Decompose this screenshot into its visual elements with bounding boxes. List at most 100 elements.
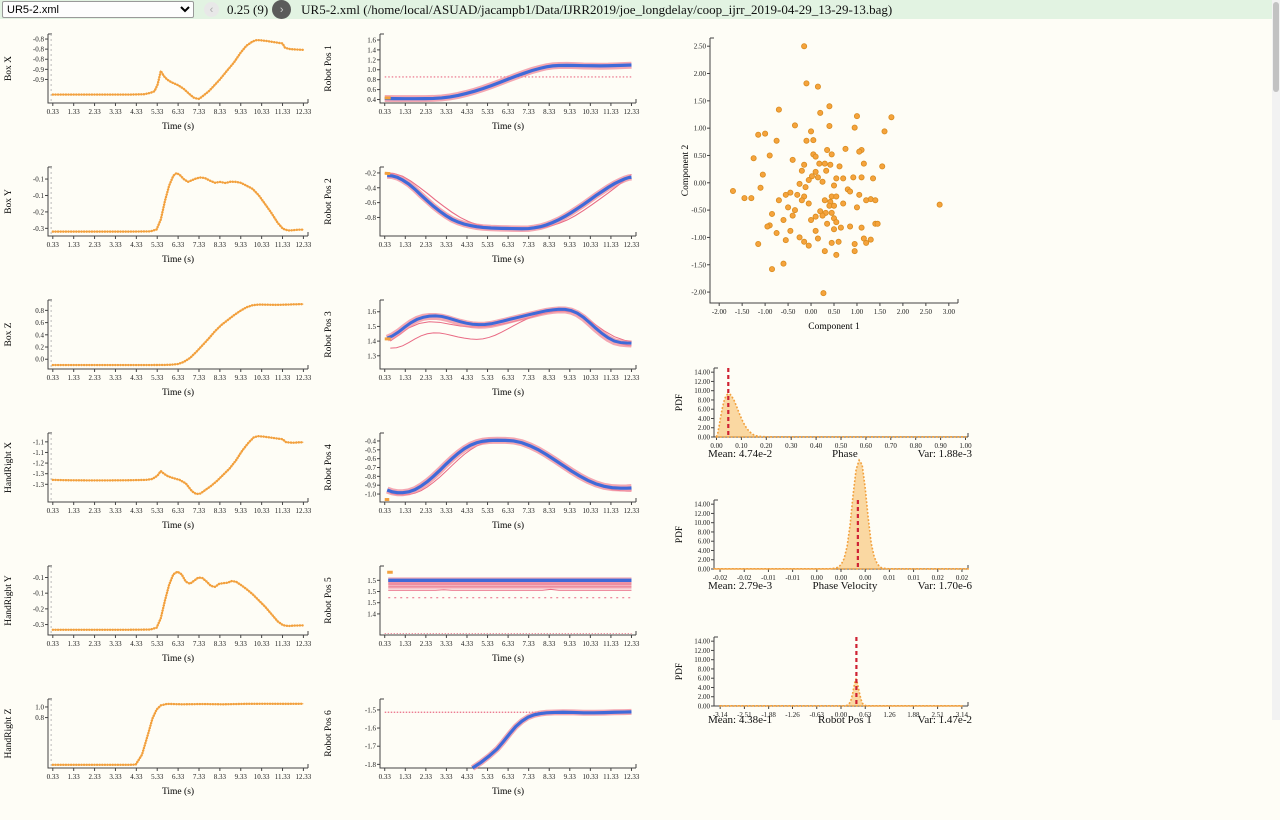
svg-text:-0.50: -0.50: [691, 207, 706, 215]
svg-text:9.33: 9.33: [564, 108, 577, 116]
svg-text:Robot Pos 3: Robot Pos 3: [324, 311, 334, 358]
svg-text:0.33: 0.33: [47, 241, 60, 249]
svg-text:8.33: 8.33: [214, 773, 227, 781]
var-label: Var: 1.70e-6: [917, 580, 972, 592]
svg-text:-0.1: -0.1: [33, 176, 45, 184]
pdf-robot-pos-1-stats: Mean: 4.38e-1 Robot Pos 1 Var: 1.47e-2: [652, 714, 982, 726]
svg-text:0.60: 0.60: [860, 442, 873, 450]
svg-text:1.33: 1.33: [399, 241, 412, 249]
svg-text:0.33: 0.33: [379, 507, 392, 515]
svg-text:1.00: 1.00: [959, 442, 972, 450]
chevron-right-icon: ›: [279, 3, 284, 16]
svg-text:3.33: 3.33: [440, 507, 453, 515]
svg-text:12.00: 12.00: [694, 378, 710, 386]
svg-text:1.5: 1.5: [367, 323, 376, 331]
svg-text:-1.50: -1.50: [735, 308, 750, 316]
svg-text:1.4: 1.4: [367, 610, 376, 618]
svg-text:10.33: 10.33: [254, 640, 270, 648]
svg-text:Robot Pos 4: Robot Pos 4: [324, 444, 334, 491]
svg-text:-0.9: -0.9: [33, 76, 45, 84]
svg-text:2.33: 2.33: [88, 108, 101, 116]
plot-pdf-robot-pos-1: -3.14 -2.51 -1.88 -1.26 -0.63 0.00 0.63 1.26 1.8…: [652, 624, 982, 734]
plot-robot-pos-3: 0.33 1.33 2.33 3.33 4.33 5.33 6.33 7.33 8.33 9.33…: [322, 288, 652, 421]
position-label: 0.25 (9): [227, 1, 269, 17]
svg-text:-0.4: -0.4: [365, 437, 377, 445]
svg-text:11.33: 11.33: [603, 773, 619, 781]
svg-text:-0.01: -0.01: [761, 574, 776, 582]
svg-text:0.01: 0.01: [907, 574, 920, 582]
svg-text:5.33: 5.33: [151, 773, 164, 781]
svg-text:0.01: 0.01: [883, 574, 896, 582]
svg-text:Time (s): Time (s): [162, 520, 194, 531]
svg-text:7.33: 7.33: [523, 108, 536, 116]
svg-text:10.33: 10.33: [254, 507, 270, 515]
svg-text:1.33: 1.33: [399, 507, 412, 515]
plot-box-x: 0.33 1.33 2.33 3.33 4.33 5.33 6.33 7.33 8.33 9.33…: [2, 22, 318, 155]
svg-text:3.33: 3.33: [440, 374, 453, 382]
svg-text:8.33: 8.33: [214, 374, 227, 382]
plot-robot-pos-2: 0.33 1.33 2.33 3.33 4.33 5.33 6.33 7.33 8.33 9.33…: [322, 155, 652, 288]
var-label: Var: 1.47e-2: [917, 714, 972, 726]
mean-label: Mean: 2.79e-3: [708, 580, 773, 592]
svg-text:-1.1: -1.1: [33, 449, 45, 457]
plot-robot-pos-4: 0.33 1.33 2.33 3.33 4.33 5.33 6.33 7.33 8.33 9.33…: [322, 421, 652, 554]
svg-text:3.33: 3.33: [440, 108, 453, 116]
svg-text:6.33: 6.33: [502, 773, 515, 781]
plot-box-y: 0.33 1.33 2.33 3.33 4.33 5.33 6.33 7.33 8.33 9.33…: [2, 155, 318, 288]
svg-text:Time (s): Time (s): [162, 786, 194, 797]
svg-text:5.33: 5.33: [151, 640, 164, 648]
svg-text:Time (s): Time (s): [162, 254, 194, 265]
svg-text:1.50: 1.50: [874, 308, 887, 316]
vertical-scrollbar[interactable]: [1272, 0, 1280, 720]
svg-text:2.33: 2.33: [420, 108, 433, 116]
svg-text:0.00: 0.00: [859, 574, 872, 582]
svg-text:2.33: 2.33: [420, 241, 433, 249]
svg-text:0.8: 0.8: [367, 76, 376, 84]
svg-text:5.33: 5.33: [151, 241, 164, 249]
svg-text:12.33: 12.33: [296, 374, 312, 382]
svg-text:5.33: 5.33: [481, 773, 494, 781]
svg-text:1.00: 1.00: [851, 308, 864, 316]
prev-button[interactable]: ‹: [204, 2, 219, 17]
svg-text:6.33: 6.33: [502, 507, 515, 515]
svg-text:0.33: 0.33: [47, 108, 60, 116]
svg-text:1.4: 1.4: [367, 46, 376, 54]
svg-text:6.00: 6.00: [698, 675, 711, 683]
svg-text:-2.00: -2.00: [691, 289, 706, 297]
svg-text:1.0: 1.0: [35, 703, 44, 711]
file-select[interactable]: UR5-2.xml: [2, 1, 194, 18]
svg-text:2.50: 2.50: [920, 308, 933, 316]
svg-text:3.33: 3.33: [440, 241, 453, 249]
svg-text:Time (s): Time (s): [492, 520, 524, 531]
svg-text:1.33: 1.33: [68, 241, 81, 249]
svg-text:1.33: 1.33: [68, 640, 81, 648]
svg-text:Box X: Box X: [4, 56, 14, 81]
svg-text:3.00: 3.00: [943, 308, 956, 316]
svg-text:Time (s): Time (s): [162, 121, 194, 132]
svg-text:11.33: 11.33: [275, 108, 291, 116]
svg-text:0.4: 0.4: [35, 331, 44, 339]
svg-text:0.33: 0.33: [47, 507, 60, 515]
svg-text:6.33: 6.33: [172, 241, 185, 249]
svg-text:5.33: 5.33: [151, 108, 164, 116]
svg-text:11.33: 11.33: [275, 507, 291, 515]
svg-text:-2.00: -2.00: [712, 308, 727, 316]
svg-text:-0.7: -0.7: [365, 464, 377, 472]
svg-text:Time (s): Time (s): [492, 786, 524, 797]
svg-text:0.70: 0.70: [885, 442, 898, 450]
svg-text:-1.8: -1.8: [365, 761, 377, 769]
svg-text:1.6: 1.6: [367, 36, 376, 44]
svg-text:1.6: 1.6: [367, 308, 376, 316]
svg-text:PDF: PDF: [675, 394, 685, 411]
svg-text:3.33: 3.33: [109, 773, 122, 781]
svg-text:10.00: 10.00: [694, 387, 710, 395]
next-button[interactable]: ›: [272, 0, 292, 19]
scrollbar-thumb[interactable]: [1273, 2, 1279, 92]
svg-text:-1.0: -1.0: [365, 491, 377, 499]
svg-text:8.33: 8.33: [214, 108, 227, 116]
svg-text:8.33: 8.33: [543, 507, 556, 515]
svg-text:Time (s): Time (s): [492, 387, 524, 398]
plot-handright-z: 0.33 1.33 2.33 3.33 4.33 5.33 6.33 7.33 8.33 9.33…: [2, 687, 318, 820]
svg-text:5.33: 5.33: [481, 507, 494, 515]
svg-text:9.33: 9.33: [564, 507, 577, 515]
